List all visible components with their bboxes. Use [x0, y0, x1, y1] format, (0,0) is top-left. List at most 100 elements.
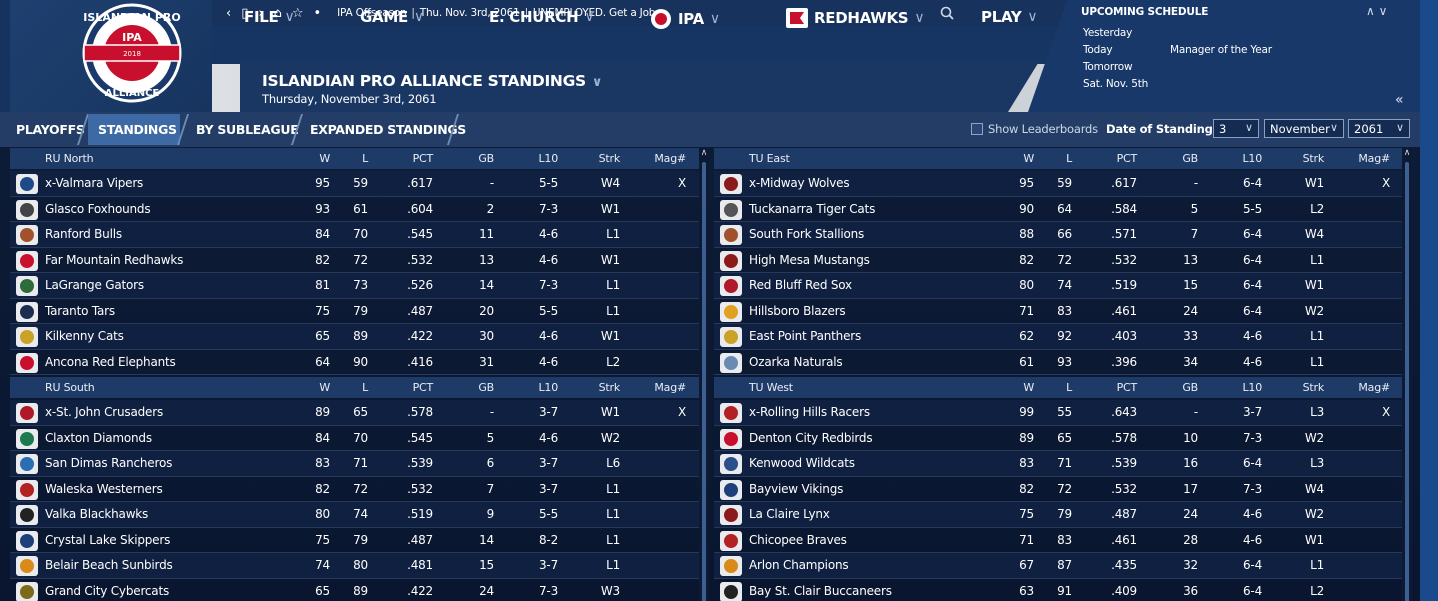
column-header-l[interactable]: L	[362, 381, 368, 394]
table-row[interactable]: Glasco Foxhounds 93 61 .604 2 7-3 W1	[10, 197, 700, 222]
table-row[interactable]: Waleska Westerners 82 72 .532 7 3-7 L1	[10, 477, 700, 502]
show-leaderboards-checkbox[interactable]	[971, 123, 983, 135]
division-name[interactable]: TU East	[749, 152, 790, 165]
table-row[interactable]: Grand City Cybercats 65 89 .422 24 7-3 W3	[10, 579, 700, 601]
column-header-l10[interactable]: L10	[1242, 152, 1262, 165]
column-header-strk[interactable]: Strk	[598, 381, 621, 394]
column-header-pct[interactable]: PCT	[412, 381, 434, 394]
menu-team[interactable]: REDHAWKS ∨	[786, 8, 925, 28]
back-icon[interactable]: ‹	[226, 5, 232, 21]
menu-play[interactable]: PLAY ∨	[981, 8, 1038, 26]
table-row[interactable]: Belair Beach Sunbirds 74 80 .481 15 3-7 L1	[10, 553, 700, 579]
tab-playoffs[interactable]: PLAYOFFS	[16, 122, 85, 137]
menu-league[interactable]: IPA ∨	[650, 8, 720, 30]
crumb-season[interactable]: IPA Offseason	[337, 7, 407, 19]
home-icon[interactable]: ⌂	[273, 5, 282, 21]
menu-manager[interactable]: E. CHURCH ∨	[489, 8, 595, 26]
crumb-date[interactable]: Thu. Nov. 3rd, 2061	[419, 7, 520, 19]
team-name[interactable]: Claxton Diamonds	[45, 430, 152, 445]
crumb-status[interactable]: UNEMPLOYED. Get a Job...	[532, 7, 665, 19]
table-row[interactable]: Ozarka Naturals 61 93 .396 34 4-6 L1	[714, 350, 1404, 375]
column-header-l10[interactable]: L10	[538, 152, 558, 165]
column-header-mag[interactable]: Mag#	[1358, 381, 1390, 394]
page-icon[interactable]: ▯	[241, 5, 249, 21]
column-header-mag[interactable]: Mag#	[1358, 152, 1390, 165]
team-name[interactable]: x-Valmara Vipers	[45, 176, 144, 190]
month-select[interactable]: November ∨	[1264, 119, 1344, 138]
team-name[interactable]: Taranto Tars	[45, 303, 115, 318]
team-name[interactable]: Bayview Vikings	[749, 481, 844, 496]
column-header-gb[interactable]: GB	[478, 381, 494, 394]
column-header-gb[interactable]: GB	[1182, 152, 1198, 165]
column-header-l[interactable]: L	[1066, 381, 1072, 394]
table-row[interactable]: Denton City Redbirds 89 65 .578 10 7-3 W2	[714, 426, 1404, 451]
search-icon[interactable]	[940, 6, 954, 20]
table-row[interactable]: Bay St. Clair Buccaneers 63 91 .409 36 6-4 L2	[714, 579, 1404, 601]
table-row[interactable]: Red Bluff Red Sox 80 74 .519 15 6-4 W1	[714, 273, 1404, 299]
column-header-strk[interactable]: Strk	[1302, 381, 1325, 394]
table-row[interactable]: Crystal Lake Skippers 75 79 .487 14 8-2 L1	[10, 528, 700, 553]
column-header-mag[interactable]: Mag#	[654, 152, 686, 165]
team-name[interactable]: San Dimas Rancheros	[45, 456, 173, 470]
column-header-pct[interactable]: PCT	[1116, 381, 1138, 394]
division-name[interactable]: RU South	[45, 381, 95, 394]
table-row[interactable]: x-Valmara Vipers 95 59 .617 - 5-5 W4 X	[10, 171, 700, 197]
team-name[interactable]: Waleska Westerners	[45, 481, 163, 496]
scroll-up-icon[interactable]: ∧	[700, 148, 708, 158]
team-name[interactable]: Far Mountain Redhawks	[45, 252, 184, 267]
tab-standings[interactable]: STANDINGS	[88, 114, 180, 145]
team-name[interactable]: Kilkenny Cats	[45, 329, 124, 343]
menu-file[interactable]: FILE ∨	[244, 8, 295, 26]
show-leaderboards-label[interactable]: Show Leaderboards	[988, 122, 1098, 136]
table-row[interactable]: Valka Blackhawks 80 74 .519 9 5-5 L1	[10, 502, 700, 528]
table-row[interactable]: Bayview Vikings 82 72 .532 17 7-3 W4	[714, 477, 1404, 502]
column-header-pct[interactable]: PCT	[1116, 152, 1138, 165]
window-scrollbar[interactable]	[1420, 0, 1438, 601]
table-row[interactable]: South Fork Stallions 88 66 .571 7 6-4 W4	[714, 222, 1404, 248]
table-row[interactable]: Ancona Red Elephants 64 90 .416 31 4-6 L2	[10, 350, 700, 375]
column-header-pct[interactable]: PCT	[412, 152, 434, 165]
team-name[interactable]: LaGrange Gators	[45, 278, 144, 292]
team-name[interactable]: Crystal Lake Skippers	[45, 532, 171, 547]
table-row[interactable]: Ranford Bulls 84 70 .545 11 4-6 L1	[10, 222, 700, 248]
day-select[interactable]: 3 ∨	[1213, 119, 1259, 138]
scroll-thumb[interactable]	[1405, 162, 1409, 601]
division-name[interactable]: RU North	[45, 152, 94, 165]
column-header-l[interactable]: L	[362, 152, 368, 165]
team-name[interactable]: Chicopee Braves	[749, 532, 847, 547]
right-pane-scrollbar[interactable]: ∧	[1402, 148, 1412, 601]
column-header-gb[interactable]: GB	[478, 152, 494, 165]
tab-by-subleague[interactable]: BY SUBLEAGUE	[196, 122, 299, 137]
column-header-l10[interactable]: L10	[1242, 381, 1262, 394]
scroll-up-icon[interactable]: ∧	[1403, 148, 1411, 158]
year-select[interactable]: 2061 ∨	[1348, 119, 1410, 138]
table-row[interactable]: x-Midway Wolves 95 59 .617 - 6-4 W1 X	[714, 171, 1404, 197]
table-row[interactable]: Chicopee Braves 71 83 .461 28 4-6 W1	[714, 528, 1404, 553]
column-header-gb[interactable]: GB	[1182, 381, 1198, 394]
table-row[interactable]: x-St. John Crusaders 89 65 .578 - 3-7 W1 X	[10, 400, 700, 426]
team-name[interactable]: Belair Beach Sunbirds	[45, 558, 173, 572]
table-row[interactable]: LaGrange Gators 81 73 .526 14 7-3 L1	[10, 273, 700, 299]
team-name[interactable]: Glasco Foxhounds	[45, 201, 151, 216]
team-name[interactable]: Tuckanarra Tiger Cats	[749, 201, 876, 216]
team-name[interactable]: Ancona Red Elephants	[45, 354, 176, 369]
table-row[interactable]: Kilkenny Cats 65 89 .422 30 4-6 W1	[10, 324, 700, 350]
team-name[interactable]: Denton City Redbirds	[749, 430, 873, 445]
table-row[interactable]: San Dimas Rancheros 83 71 .539 6 3-7 L6	[10, 451, 700, 477]
column-header-w[interactable]: W	[1023, 381, 1034, 394]
team-name[interactable]: La Claire Lynx	[749, 507, 830, 521]
table-row[interactable]: High Mesa Mustangs 82 72 .532 13 6-4 L1	[714, 248, 1404, 273]
table-row[interactable]: La Claire Lynx 75 79 .487 24 4-6 W2	[714, 502, 1404, 528]
team-name[interactable]: Arlon Champions	[749, 558, 849, 572]
column-header-mag[interactable]: Mag#	[654, 381, 686, 394]
scroll-thumb[interactable]	[702, 162, 706, 601]
left-pane-scrollbar[interactable]: ∧	[699, 148, 709, 601]
team-name[interactable]: x-Midway Wolves	[749, 176, 850, 190]
collapse-schedule-button[interactable]: «	[1395, 92, 1404, 108]
team-name[interactable]: Grand City Cybercats	[45, 583, 170, 598]
column-header-w[interactable]: W	[319, 381, 330, 394]
team-name[interactable]: Valka Blackhawks	[45, 507, 149, 521]
column-header-l10[interactable]: L10	[538, 381, 558, 394]
team-name[interactable]: South Fork Stallions	[749, 227, 865, 241]
team-name[interactable]: East Point Panthers	[749, 329, 862, 343]
